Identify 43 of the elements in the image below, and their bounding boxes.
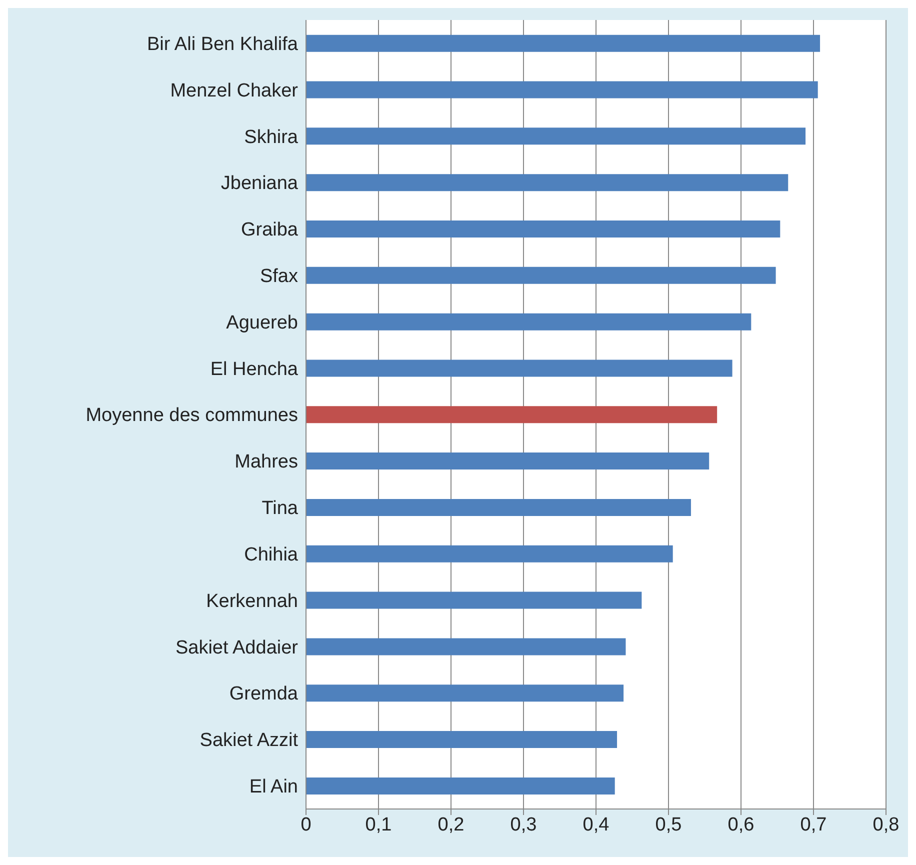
bar xyxy=(306,220,780,238)
x-tick-label: 0,7 xyxy=(800,814,827,836)
y-tick-label: Skhira xyxy=(244,126,298,148)
y-tick-label: Mahres xyxy=(234,452,298,473)
bar xyxy=(306,313,752,330)
bar xyxy=(306,452,710,470)
y-tick-label: Gremda xyxy=(229,684,298,705)
bar xyxy=(306,731,618,748)
bar xyxy=(306,777,615,794)
bar xyxy=(306,638,626,656)
y-tick-label: Tina xyxy=(262,498,298,520)
x-tick-label: 0,8 xyxy=(872,814,900,836)
bar xyxy=(306,81,818,98)
bar xyxy=(306,266,776,284)
x-tick-label: 0,6 xyxy=(728,814,754,836)
x-tick-label: 0,2 xyxy=(438,814,464,836)
y-tick-label: Sakiet Addaier xyxy=(175,637,299,658)
bar xyxy=(306,34,820,52)
y-tick-label: Jbeniana xyxy=(220,173,298,194)
y-tick-label: Sfax xyxy=(260,266,298,288)
bar xyxy=(306,545,673,562)
x-tick-label: 0,1 xyxy=(365,814,392,836)
x-tick-label: 0 xyxy=(300,814,312,836)
bar xyxy=(306,174,788,192)
y-tick-label: Bir Ali Ben Khalifa xyxy=(146,34,298,55)
bar xyxy=(306,498,691,516)
x-tick-label: 0,4 xyxy=(582,814,610,836)
y-tick-label: Aguereb xyxy=(226,312,298,334)
y-tick-label: Sakiet Azzit xyxy=(200,730,299,752)
bar xyxy=(306,406,718,424)
y-tick-label: Graiba xyxy=(240,220,298,241)
y-tick-label: Kerkennah xyxy=(206,590,298,612)
bar xyxy=(306,360,732,377)
y-tick-label: Chihia xyxy=(244,544,298,566)
y-tick-label: Moyenne des communes xyxy=(86,405,298,426)
y-tick-label: Menzel Chaker xyxy=(170,80,299,102)
bar xyxy=(306,128,806,145)
x-tick-label: 0,3 xyxy=(510,814,537,836)
bar xyxy=(306,684,624,702)
bar xyxy=(306,592,642,609)
x-tick-label: 0,5 xyxy=(655,814,682,836)
y-tick-label: El Ain xyxy=(249,776,298,798)
y-tick-label: El Hencha xyxy=(210,358,298,380)
